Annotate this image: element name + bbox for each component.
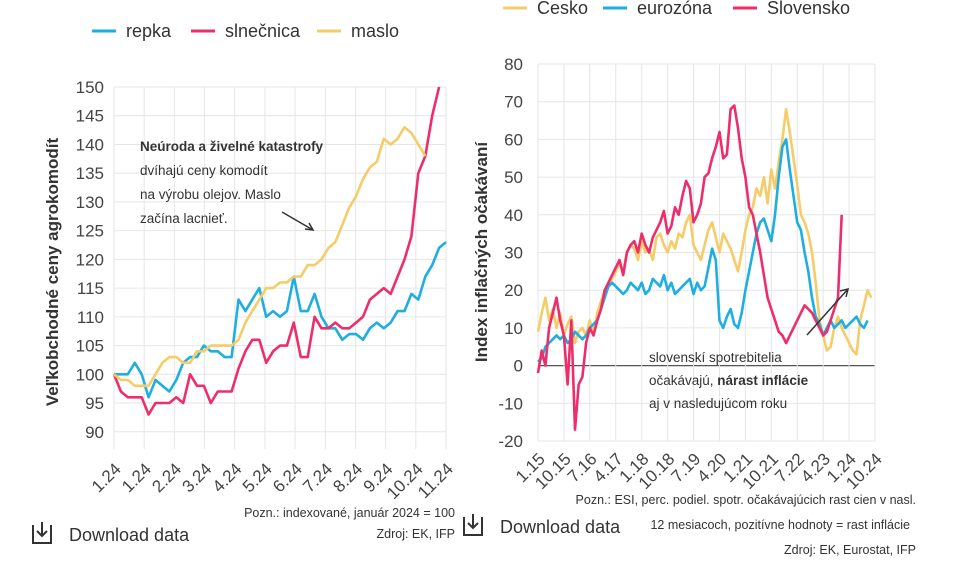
series-line-slnecnica (112, 86, 441, 416)
download-icon (463, 514, 483, 536)
y-tick-label: 10 (504, 319, 523, 338)
y-tick-label: 100 (76, 365, 104, 384)
right-y-axis-label: Index inflačných očakávaní (472, 141, 491, 362)
legend-label-slnecnica: slnečnica (225, 21, 301, 41)
right-annotation-line: slovenskí spotrebitelia (649, 350, 782, 365)
left-grid (113, 86, 447, 449)
x-tick-label: 5.24 (239, 459, 276, 496)
y-tick-label: 20 (504, 281, 523, 300)
legend-label-cesko: Česko (537, 0, 588, 18)
x-tick-label: 2.24 (148, 459, 185, 496)
right-annotation: slovenskí spotrebitelia očakávajú, náras… (649, 287, 850, 411)
x-tick-label: 7.24 (299, 459, 336, 496)
x-tick-label: 3.24 (179, 459, 216, 496)
x-tick-label: 4.24 (209, 459, 246, 496)
y-tick-label: 105 (76, 337, 104, 356)
right-legend: Česko eurozóna Slovensko (503, 0, 850, 18)
left-annotation-arrow (281, 211, 315, 231)
y-tick-label: 80 (504, 55, 523, 74)
series-line-maslo (113, 125, 427, 388)
left-annotation-line: dvíhajú ceny komodít (140, 163, 268, 178)
right-y-ticks: -20 -10 0 10 20 30 40 50 60 70 80 (498, 55, 523, 451)
y-tick-label: 115 (77, 279, 104, 298)
y-tick-label: 0 (514, 357, 523, 376)
y-tick-label: 145 (76, 107, 104, 126)
series-line-cesko (536, 107, 873, 356)
left-y-ticks: 90 95 100 105 110 115 120 125 130 135 140 145 150 (76, 78, 104, 442)
right-annotation-line: očakávajú, nárast inflácie (649, 373, 809, 388)
x-tick-label: 11.24 (414, 459, 457, 502)
download-data-button-left[interactable]: Download data (32, 522, 190, 545)
y-tick-label: 90 (85, 423, 104, 442)
x-tick-label: 10.24 (383, 459, 427, 503)
x-tick-label: 8.24 (329, 459, 366, 496)
left-annotation-line: začína lacnieť. (140, 211, 228, 226)
right-annotation-bold: nárast inflácie (717, 373, 808, 388)
y-tick-label: 50 (504, 168, 523, 187)
left-series (112, 86, 447, 416)
y-tick-label: 40 (504, 206, 523, 225)
y-tick-label: 120 (76, 250, 104, 269)
y-tick-label: 130 (76, 193, 104, 212)
x-tick-label: 1.24 (88, 459, 125, 496)
right-footnote-line: Pozn.: ESI, perc. podiel. spotr. očakáva… (576, 493, 916, 507)
download-icon (32, 522, 52, 544)
y-tick-label: 135 (76, 164, 104, 183)
right-annotation-prefix: očakávajú, (649, 373, 717, 388)
left-x-ticks: 1.241.242.243.244.245.246.247.248.249.24… (88, 459, 457, 503)
download-data-button-right[interactable]: Download data (463, 514, 621, 537)
y-tick-label: 110 (77, 308, 104, 327)
left-y-axis-label: Veľkobchodné ceny agrokomodít (43, 138, 62, 407)
right-chart: -20 -10 0 10 20 30 40 50 60 70 80 1.1510.157.164.1… (463, 0, 916, 557)
left-legend: repka slnečnica maslo (92, 21, 399, 41)
right-annotation-arrow (806, 287, 850, 336)
x-tick-label: 6.24 (269, 459, 306, 496)
left-annotation-line: na výrobu olejov. Maslo (140, 187, 281, 202)
y-tick-label: 125 (76, 222, 104, 241)
right-footnote-line: 12 mesiacoch, pozitívne hodnoty = rast i… (650, 518, 910, 532)
left-annotation-title: Neúroda a živelné katastrofy (140, 139, 324, 154)
left-source: Zdroj: EK, IFP (377, 527, 456, 541)
legend-label-eurozona: eurozóna (637, 0, 713, 18)
left-chart: 90 95 100 105 110 115 120 125 130 135 140 145 150 1.… (32, 21, 457, 545)
download-label: Download data (500, 517, 621, 537)
left-annotation: Neúroda a živelné katastrofy dvíhajú cen… (140, 139, 324, 231)
legend-label-maslo: maslo (351, 21, 399, 41)
download-label: Download data (69, 525, 190, 545)
y-tick-label: 60 (504, 130, 523, 149)
y-tick-label: -20 (498, 432, 523, 451)
y-tick-label: 30 (504, 244, 523, 263)
series-line-slovensko (536, 104, 843, 432)
right-annotation-line: aj v nasledujúcom roku (649, 396, 787, 411)
y-tick-label: 95 (85, 394, 104, 413)
y-tick-label: 70 (504, 93, 523, 112)
y-tick-label: -10 (498, 394, 523, 413)
y-tick-label: 140 (76, 135, 104, 154)
legend-label-repka: repka (126, 21, 172, 41)
right-x-ticks: 1.1510.157.164.171.1810.187.194.201.2110… (512, 449, 886, 493)
legend-label-slovensko: Slovensko (767, 0, 850, 18)
right-source: Zdroj: EK, Eurostat, IFP (784, 543, 916, 557)
right-series (536, 104, 873, 432)
x-tick-label: 1.24 (118, 459, 155, 496)
series-line-repka (114, 241, 447, 399)
y-tick-label: 150 (76, 78, 104, 97)
left-footnote: Pozn.: indexované, január 2024 = 100 (244, 506, 455, 520)
series-line-eurozona (537, 138, 869, 363)
